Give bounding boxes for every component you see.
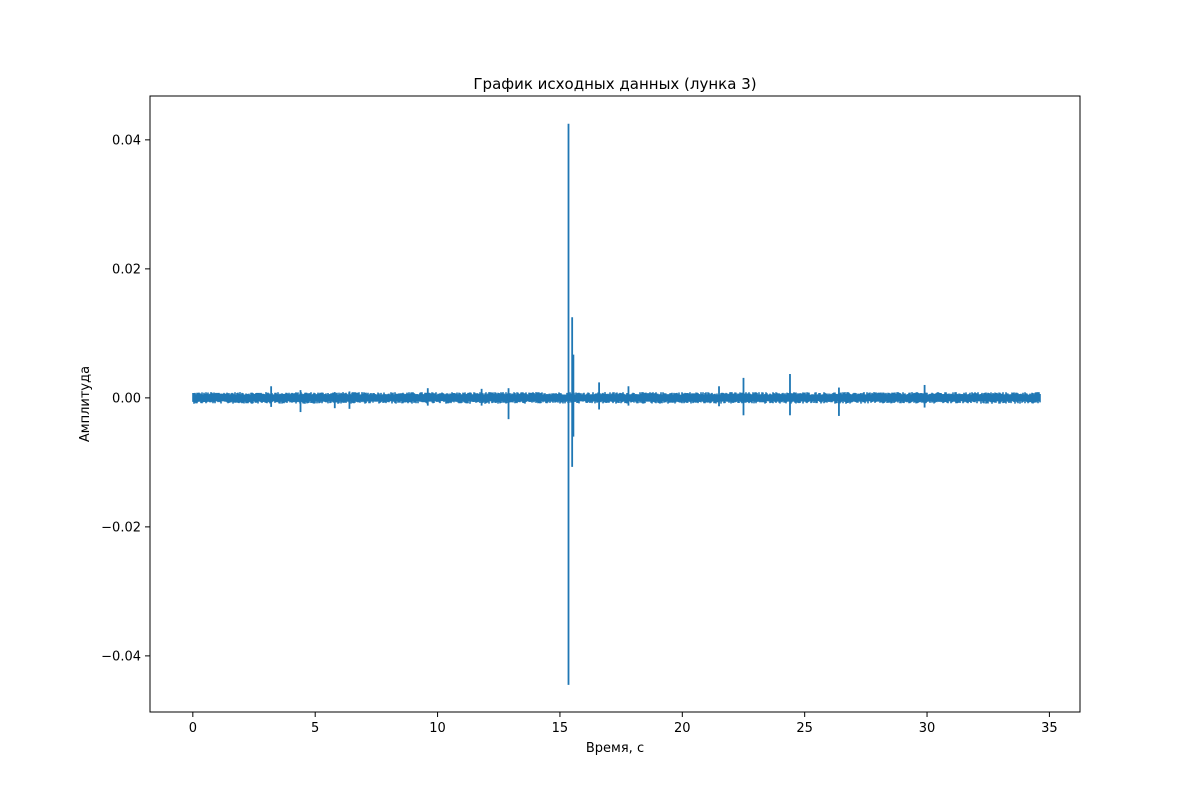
y-tick-label: 0.02 (112, 262, 141, 277)
axes-frame (149, 95, 1081, 713)
x-tick-label: 15 (552, 721, 569, 736)
x-tick-label: 20 (674, 721, 691, 736)
y-axis-ticks: −0.04 −0.02 0.00 0.02 0.04 (101, 133, 150, 664)
x-tick-label: 30 (919, 721, 936, 736)
x-tick-label: 10 (429, 721, 446, 736)
y-tick-label: −0.02 (101, 520, 141, 535)
y-axis-label: Амплитуда (78, 366, 93, 442)
x-axis-ticks: 0 5 10 15 20 25 30 35 (189, 712, 1058, 736)
plot-area (149, 95, 1081, 713)
x-tick-label: 35 (1041, 721, 1058, 736)
chart-title: График исходных данных (лунка 3) (473, 75, 756, 93)
y-tick-label: −0.04 (101, 649, 141, 664)
y-tick-label: 0.00 (112, 391, 141, 406)
x-axis-label: Время, с (586, 741, 644, 756)
y-tick-label: 0.04 (112, 133, 141, 148)
x-tick-label: 25 (796, 721, 813, 736)
series-layer (192, 123, 1041, 685)
x-tick-label: 5 (311, 721, 319, 736)
x-tick-label: 0 (189, 721, 197, 736)
